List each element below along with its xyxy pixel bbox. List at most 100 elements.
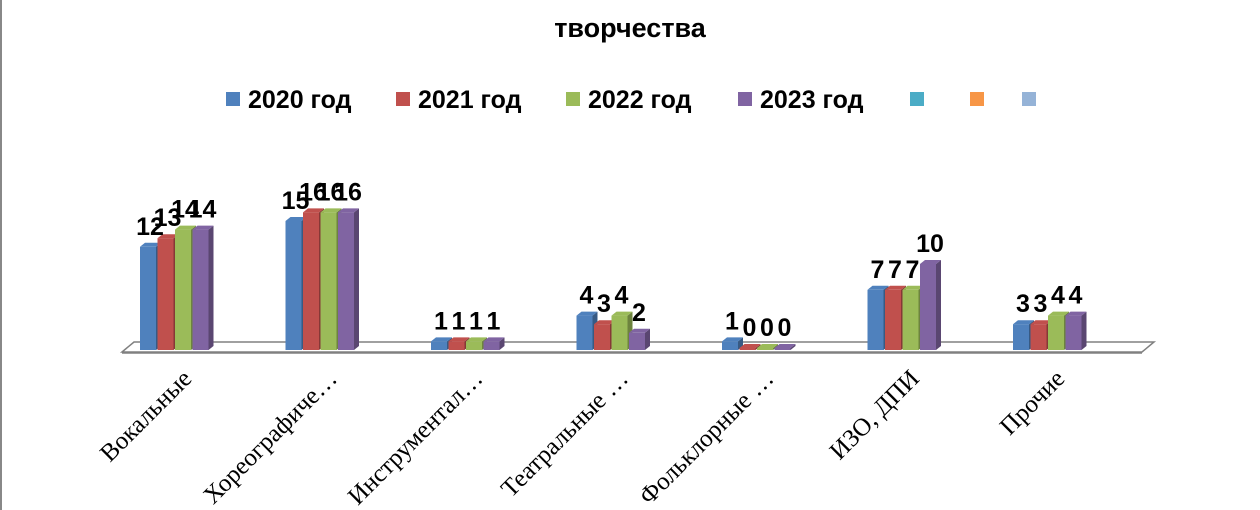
legend-swatch [910, 92, 924, 106]
legend-label: 2023 год [760, 86, 864, 114]
data-label: 0 [743, 314, 757, 342]
x-tick-label: Прочие [995, 365, 1070, 440]
x-tick-label: Театральные … [496, 365, 634, 503]
data-label: 1 [725, 307, 739, 335]
data-label: 1 [469, 307, 483, 335]
bar-top [303, 208, 324, 213]
bar-top [611, 311, 633, 316]
bar-2022-год [1048, 315, 1064, 350]
x-tick-label: Хореографиче… [198, 365, 342, 509]
legend-swatch [970, 92, 984, 106]
legend-label: 2021 год [418, 86, 522, 114]
data-label: 15 [282, 187, 310, 215]
bar-top [338, 208, 359, 213]
bar-2023-год [774, 348, 791, 350]
bar-top [431, 337, 452, 342]
bar-2023-год [1065, 315, 1082, 350]
data-label: 4 [1069, 282, 1083, 310]
bar-2022-год [611, 315, 628, 350]
bar-top [576, 311, 598, 316]
bar-2023-год [629, 332, 645, 350]
bar-side [936, 260, 941, 350]
data-label: 16 [299, 178, 327, 206]
bar-side [790, 344, 796, 350]
bar-2023-год [483, 341, 500, 350]
bar-2021-год [157, 238, 174, 350]
x-tick-label: Вокальные [95, 365, 197, 467]
bar-top [1013, 320, 1034, 325]
bar-2023-год [920, 264, 936, 350]
bar-2021-год [448, 341, 465, 350]
data-label: 3 [1034, 290, 1048, 318]
data-label: 4 [615, 282, 629, 310]
bar-2023-год [192, 229, 209, 350]
bar-top [757, 344, 778, 348]
bar-side [354, 208, 359, 350]
bar-side [755, 344, 761, 350]
bar-side [773, 344, 778, 350]
bar-top [448, 337, 470, 342]
bar-2022-год [466, 341, 482, 350]
bar-2022-год [175, 229, 191, 350]
legend-swatch [226, 92, 240, 106]
bar-top [902, 285, 924, 290]
frame-border [0, 0, 2, 510]
bar-2020-год [140, 246, 156, 350]
bar-2020-год [431, 341, 447, 350]
legend-swatch [1022, 92, 1036, 106]
legend-label: 2022 год [588, 86, 692, 114]
bar-top [722, 337, 743, 342]
bar-top [1065, 311, 1087, 316]
data-label: 13 [154, 204, 182, 232]
bar-2020-год [722, 341, 738, 350]
bar-2022-год [757, 348, 773, 350]
bar-top [629, 328, 650, 333]
data-label: 12 [136, 213, 164, 241]
data-label: 3 [1016, 290, 1030, 318]
bar-side [645, 328, 650, 350]
legend-swatch [738, 92, 752, 106]
bar-2021-год [303, 212, 319, 350]
data-label: 2 [632, 299, 646, 327]
bar-2021-год [739, 348, 756, 350]
legend-label: 2020 год [248, 86, 352, 114]
bar-2022-год [902, 289, 919, 350]
bar-2023-год [338, 212, 354, 350]
legend-swatch [396, 92, 410, 106]
bar-2020-год [576, 315, 593, 350]
bar-2021-год [594, 324, 610, 350]
bar-top [140, 242, 161, 247]
bar-side [499, 337, 505, 350]
bar-top [483, 337, 505, 342]
bar-top [285, 217, 307, 221]
bar-2020-год [1013, 324, 1029, 350]
bar-side [1081, 311, 1087, 350]
bar-top [175, 225, 196, 230]
bar-side [208, 225, 214, 350]
bar-top [1048, 311, 1069, 316]
data-label: 10 [916, 230, 944, 258]
bar-2020-год [867, 289, 884, 350]
data-label: 7 [888, 256, 902, 284]
data-label: 1 [487, 307, 501, 335]
data-label: 16 [334, 178, 362, 206]
bar-2020-год [285, 221, 302, 350]
data-label: 14 [189, 196, 217, 224]
x-tick-label: ИЗО, ДПИ [825, 365, 925, 465]
bar-top [157, 234, 179, 239]
bar-top [320, 208, 342, 213]
bar-top [885, 285, 906, 290]
data-label: 0 [760, 314, 774, 342]
x-tick-label: Инструментал… [343, 365, 488, 510]
data-label: 14 [171, 196, 199, 224]
chart-title-line2: творчества [554, 13, 706, 43]
bar-top [739, 344, 761, 348]
bar-top [774, 344, 796, 348]
bar-top [594, 320, 615, 325]
legend-swatch [566, 92, 580, 106]
data-label: 0 [778, 314, 792, 342]
bar-2021-год [1030, 324, 1047, 350]
bar-top [920, 260, 941, 264]
